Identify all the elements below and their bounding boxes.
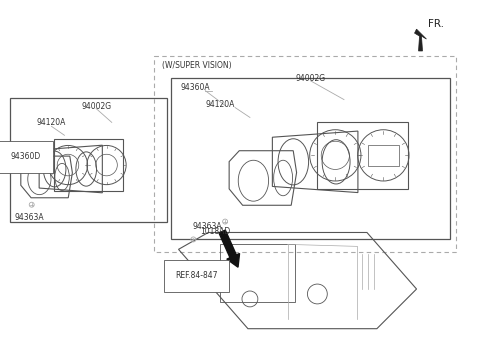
Polygon shape <box>415 29 426 51</box>
Text: 1018AD: 1018AD <box>200 227 230 236</box>
Text: FR.: FR. <box>429 19 444 29</box>
Text: 94360A: 94360A <box>180 83 210 92</box>
Text: 94002G: 94002G <box>81 102 111 110</box>
Text: 94002G: 94002G <box>295 74 325 83</box>
Bar <box>220 244 295 302</box>
Text: (W/SUPER VISION): (W/SUPER VISION) <box>162 61 231 70</box>
Text: REF.84-847: REF.84-847 <box>176 271 218 280</box>
Text: 94363A: 94363A <box>192 222 222 232</box>
Text: 94360D: 94360D <box>11 152 41 161</box>
Bar <box>170 78 450 239</box>
FancyArrow shape <box>219 230 240 267</box>
Text: 94120A: 94120A <box>205 100 235 108</box>
Bar <box>10 98 167 222</box>
Bar <box>154 56 456 252</box>
Bar <box>368 145 399 166</box>
Text: 94363A: 94363A <box>15 212 45 222</box>
Text: 94120A: 94120A <box>36 118 66 128</box>
